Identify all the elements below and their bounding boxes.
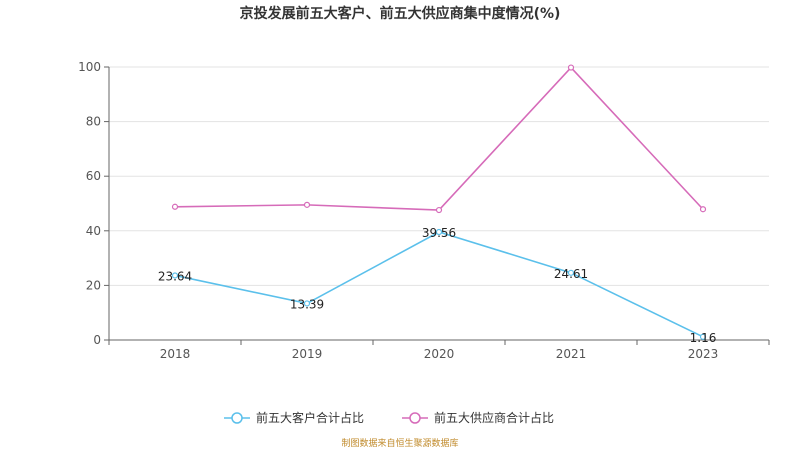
grid-lines: [109, 66, 769, 286]
source-note: 制图数据来自恒生聚源数据库: [341, 437, 458, 449]
legend-marker: [409, 412, 421, 424]
y-tick-label: 60: [86, 169, 101, 183]
data-point: [699, 206, 707, 213]
data-label: 39.56: [422, 226, 456, 240]
data-point: [699, 333, 707, 340]
y-tick-label: 0: [93, 333, 101, 347]
chart-title: 京投发展前五大客户、前五大供应商集中度情况(%): [240, 5, 561, 22]
y-tick-label: 20: [86, 278, 101, 292]
data-label: 23.64: [158, 269, 192, 283]
data-point: [171, 203, 179, 210]
x-tick-label-2018: 2018: [160, 347, 191, 361]
legend-label: 前五大客户合计占比: [256, 410, 364, 425]
x-tick-label-2023: 2023: [688, 347, 719, 361]
axes: 0 20 40 60 80 100 2018 2019 2020 2021 2023: [78, 60, 770, 361]
series-line-1: [174, 231, 704, 338]
data-label: 1.16: [690, 331, 717, 345]
series-line-2: [174, 66, 704, 211]
y-tick-label: 100: [78, 60, 101, 74]
data-point: [171, 272, 179, 279]
data-label: 24.61: [554, 267, 588, 281]
data-point: [567, 64, 575, 71]
data-point: [567, 269, 575, 276]
legend-item-2[interactable]: 前五大供应商合计占比: [402, 410, 554, 425]
data-point: [435, 228, 443, 236]
legend-label: 前五大供应商合计占比: [434, 410, 554, 425]
legend-marker: [231, 412, 243, 424]
y-tick-label: 80: [86, 115, 101, 129]
y-tick-label: 40: [86, 224, 101, 238]
data-point: [435, 206, 443, 214]
series-2: [171, 64, 707, 214]
legend[interactable]: 前五大客户合计占比 前五大供应商合计占比: [224, 410, 554, 425]
data-label: 13.39: [290, 297, 324, 311]
x-tick-label-2021: 2021: [556, 347, 587, 361]
x-tick-label-2020: 2020: [424, 347, 455, 361]
data-point: [303, 300, 311, 307]
data-point: [303, 201, 311, 208]
series-group: 23.64 13.39 39.56 24.61 1.16: [158, 64, 717, 345]
legend-item-1[interactable]: 前五大客户合计占比: [224, 410, 364, 425]
x-tick-label-2019: 2019: [292, 347, 323, 361]
series-1: 23.64 13.39 39.56 24.61 1.16: [158, 226, 717, 345]
